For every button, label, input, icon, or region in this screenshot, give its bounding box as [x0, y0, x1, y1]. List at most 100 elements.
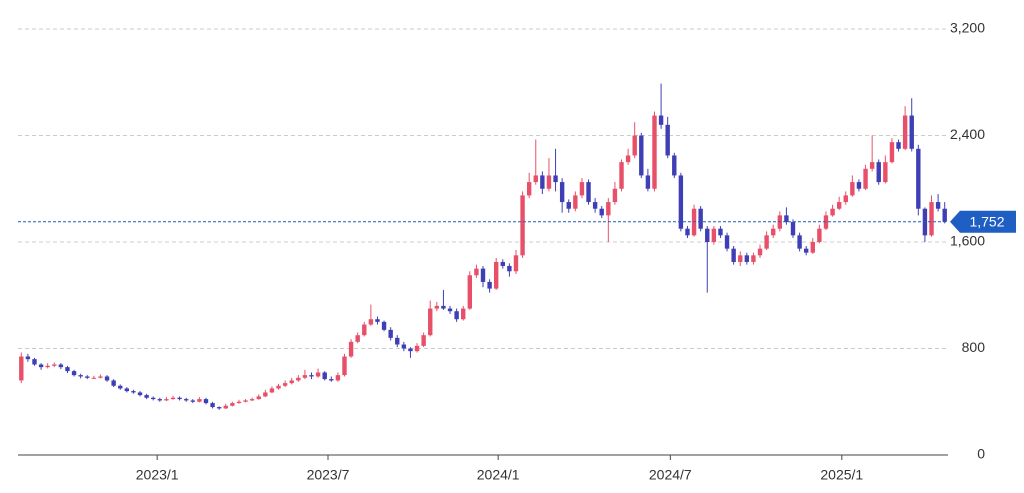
- candle-body: [553, 175, 558, 183]
- candle-body: [513, 255, 519, 272]
- candle-body: [263, 392, 268, 397]
- candle-body: [216, 407, 222, 409]
- candle-body: [269, 388, 275, 393]
- candle-body: [118, 385, 123, 389]
- candle-body: [606, 202, 611, 216]
- candle-body: [935, 202, 941, 209]
- last-price-label: 1,752: [969, 213, 1004, 229]
- candle-body: [797, 235, 802, 249]
- candle-body: [724, 235, 730, 249]
- candle-body: [170, 397, 176, 400]
- candle-body: [579, 182, 585, 196]
- candle-body: [58, 364, 64, 368]
- candle-body: [375, 319, 380, 322]
- candle-body: [559, 182, 565, 203]
- candle-body: [526, 182, 532, 196]
- candle-body: [658, 115, 664, 125]
- candle-body: [408, 348, 413, 352]
- candle-body: [573, 195, 578, 209]
- y-tick-label: 3,200: [950, 20, 985, 36]
- candle-body: [71, 371, 77, 376]
- candle-body: [916, 148, 921, 209]
- candle-body: [856, 182, 862, 189]
- candle-body: [395, 337, 400, 345]
- candle-body: [625, 155, 631, 163]
- candle-body: [401, 344, 407, 349]
- candle-body: [25, 356, 31, 360]
- candle-body: [447, 308, 453, 312]
- candle-body: [315, 372, 321, 377]
- candle-body: [256, 396, 261, 400]
- x-tick-label: 2023/7: [307, 467, 350, 483]
- candle-body: [493, 261, 499, 289]
- candle-body: [190, 400, 195, 402]
- candle-body: [744, 255, 750, 262]
- candle-body: [309, 375, 314, 377]
- candle-body: [157, 399, 163, 401]
- candle-body: [599, 208, 604, 216]
- y-tick-label: 2,400: [950, 126, 985, 142]
- candle-body: [461, 308, 466, 320]
- candle-body: [249, 399, 255, 401]
- candle-body: [540, 175, 545, 189]
- candle-body: [533, 175, 538, 183]
- candle-body: [52, 364, 57, 366]
- candle-body: [685, 228, 690, 236]
- y-tick-label: 0: [977, 446, 985, 462]
- candle-body: [183, 399, 189, 401]
- y-tick-label: 1,600: [950, 233, 985, 249]
- candle-body: [639, 135, 644, 176]
- candle-body: [830, 208, 835, 216]
- candle-body: [889, 142, 895, 163]
- candle-body: [302, 375, 308, 378]
- candle-body: [131, 391, 136, 393]
- candle-body: [98, 376, 103, 378]
- candle-body: [612, 188, 618, 203]
- candle-body: [342, 356, 347, 376]
- candle-body: [869, 162, 875, 169]
- candle-body: [85, 376, 90, 378]
- candle-body: [652, 115, 657, 189]
- candle-body: [124, 388, 130, 392]
- candle-body: [790, 222, 796, 236]
- candle-body: [434, 305, 440, 309]
- candle-body: [381, 321, 387, 330]
- candle-body: [243, 400, 248, 402]
- candle-body: [335, 375, 341, 381]
- candle-body: [507, 265, 512, 272]
- candle-body: [421, 335, 426, 346]
- candle-body: [698, 208, 703, 229]
- candle-body: [751, 255, 756, 262]
- candle-body: [151, 397, 156, 400]
- candle-body: [78, 375, 83, 377]
- candle-body: [764, 235, 769, 249]
- candle-body: [678, 175, 684, 229]
- candle-body: [665, 124, 670, 156]
- candle-body: [111, 380, 116, 386]
- candle-body: [414, 345, 420, 352]
- candle-body: [850, 182, 855, 196]
- candle-body: [731, 248, 736, 262]
- candle-body: [362, 324, 367, 336]
- candle-body: [902, 115, 908, 149]
- candle-body: [282, 383, 288, 386]
- candle-body: [32, 359, 37, 365]
- candle-body: [592, 202, 598, 209]
- candle-body: [771, 228, 776, 236]
- candle-body: [810, 242, 815, 253]
- x-tick-label: 2024/7: [649, 467, 692, 483]
- candle-body: [45, 365, 50, 368]
- candle-body: [355, 335, 360, 342]
- candle-body: [566, 202, 571, 209]
- candle-body: [164, 399, 169, 401]
- candle-body: [236, 401, 242, 404]
- candle-body: [711, 228, 717, 242]
- candle-body: [19, 356, 24, 381]
- candle-body: [203, 399, 209, 404]
- candle-body: [909, 115, 914, 149]
- candle-body: [210, 403, 215, 408]
- candle-body: [480, 268, 486, 282]
- candle-body: [348, 341, 354, 357]
- y-tick-label: 800: [962, 339, 986, 355]
